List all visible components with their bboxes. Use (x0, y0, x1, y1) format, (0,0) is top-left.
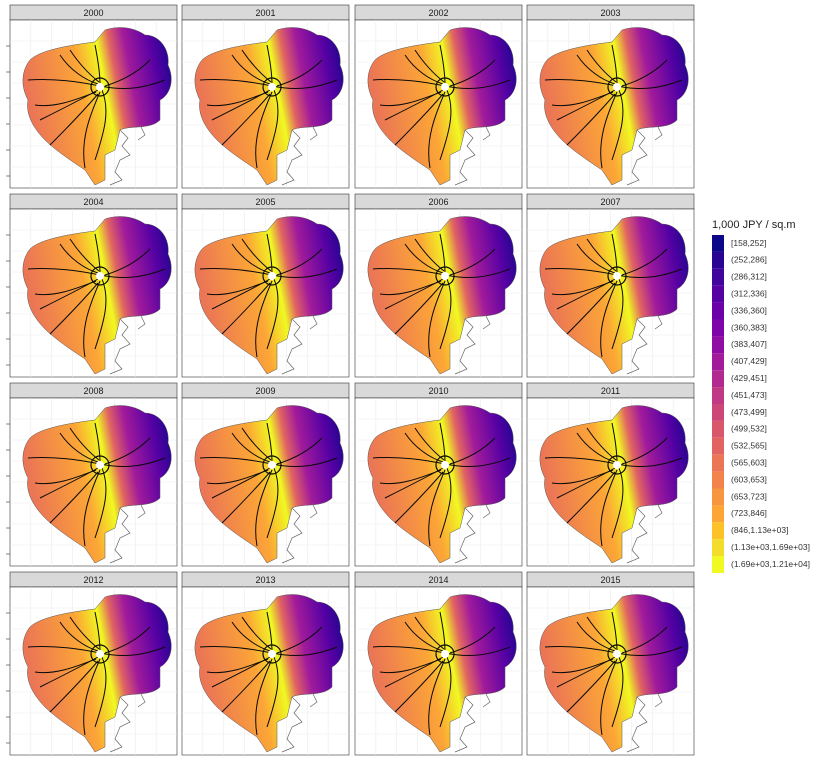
legend-swatch (712, 455, 724, 472)
facet-title: 2000 (83, 8, 103, 18)
center (613, 650, 621, 658)
facet-title: 2010 (428, 386, 448, 396)
facet-title: 2006 (428, 197, 448, 207)
legend-swatch (712, 370, 724, 387)
legend-label: (286,312] (731, 272, 767, 282)
facet: 2015 (527, 572, 694, 755)
facet-title: 2013 (255, 575, 275, 585)
facet: 2007 (527, 194, 694, 377)
legend-label: (653,723] (731, 491, 767, 501)
center (441, 650, 449, 658)
facet: 2008 (6, 383, 177, 566)
facet: 2009 (182, 383, 349, 566)
center (268, 461, 276, 469)
facet: 2005 (182, 194, 349, 377)
legend-swatch (712, 404, 724, 421)
center (613, 272, 621, 280)
legend-swatch (712, 320, 724, 337)
center (268, 272, 276, 280)
legend-swatch (712, 522, 724, 539)
facet-title: 2007 (600, 197, 620, 207)
legend-label: (451,473] (731, 390, 767, 400)
legend-label: (499,532] (731, 424, 767, 434)
legend-swatch (712, 539, 724, 556)
legend-swatch (712, 556, 724, 573)
facet-title: 2003 (600, 8, 620, 18)
center (96, 650, 104, 658)
facet: 2000 (6, 5, 177, 188)
facet-title: 2014 (428, 575, 448, 585)
legend-label: (336,360] (731, 305, 767, 315)
facet: 2004 (6, 194, 177, 377)
facet-title: 2004 (83, 197, 103, 207)
legend-swatch (712, 235, 724, 252)
facet: 2001 (182, 5, 349, 188)
facet-title: 2002 (428, 8, 448, 18)
center (268, 83, 276, 91)
facet: 2010 (355, 383, 522, 566)
legend-swatch (712, 421, 724, 438)
center (613, 461, 621, 469)
legend-label: (1.13e+03,1.69e+03] (731, 542, 810, 552)
legend-title: 1,000 JPY / sq.m (712, 219, 796, 231)
center (441, 461, 449, 469)
facet: 2014 (355, 572, 522, 755)
legend-swatch (712, 269, 724, 286)
facet: 2003 (527, 5, 694, 188)
facet-title: 2008 (83, 386, 103, 396)
legend-swatch (712, 286, 724, 303)
legend-label: (723,846] (731, 508, 767, 518)
facet-title: 2012 (83, 575, 103, 585)
legend-label: (532,565] (731, 441, 767, 451)
center (441, 272, 449, 280)
facet-title: 2005 (255, 197, 275, 207)
legend-label: (429,451] (731, 373, 767, 383)
facet: 2002 (355, 5, 522, 188)
legend-swatch (712, 303, 724, 320)
legend-label: (252,286] (731, 255, 767, 265)
legend-label: (565,603] (731, 457, 767, 467)
facet: 2011 (527, 383, 694, 566)
legend-label: (1.69e+03,1.21e+04] (731, 559, 810, 569)
center (613, 83, 621, 91)
legend-label: (603,653] (731, 474, 767, 484)
legend-swatch (712, 505, 724, 522)
center (96, 83, 104, 91)
legend-label: (383,407] (731, 339, 767, 349)
legend-swatch (712, 489, 724, 506)
facet: 2006 (355, 194, 522, 377)
legend-swatch (712, 252, 724, 269)
center (441, 83, 449, 91)
facet: 2013 (182, 572, 349, 755)
legend-swatch (712, 472, 724, 489)
facet-title: 2011 (601, 386, 620, 396)
legend-label: [158,252] (731, 238, 766, 248)
legend-swatch (712, 353, 724, 370)
facet-title: 2015 (600, 575, 620, 585)
figure: 1,000 JPY / sq.m 2000 2001 2002 2003 2004 200… (0, 0, 818, 761)
legend-label: (360,383] (731, 322, 767, 332)
legend-swatch (712, 387, 724, 404)
legend-swatch (712, 336, 724, 353)
facet-title: 2001 (255, 8, 275, 18)
legend-label: (846,1.13e+03] (731, 525, 788, 535)
center (96, 272, 104, 280)
center (96, 461, 104, 469)
legend-swatch (712, 438, 724, 455)
legend-label: (312,336] (731, 288, 767, 298)
legend-label: (473,499] (731, 407, 767, 417)
facet-title: 2009 (255, 386, 275, 396)
facet: 2012 (6, 572, 177, 755)
center (268, 650, 276, 658)
legend-label: (407,429] (731, 356, 767, 366)
